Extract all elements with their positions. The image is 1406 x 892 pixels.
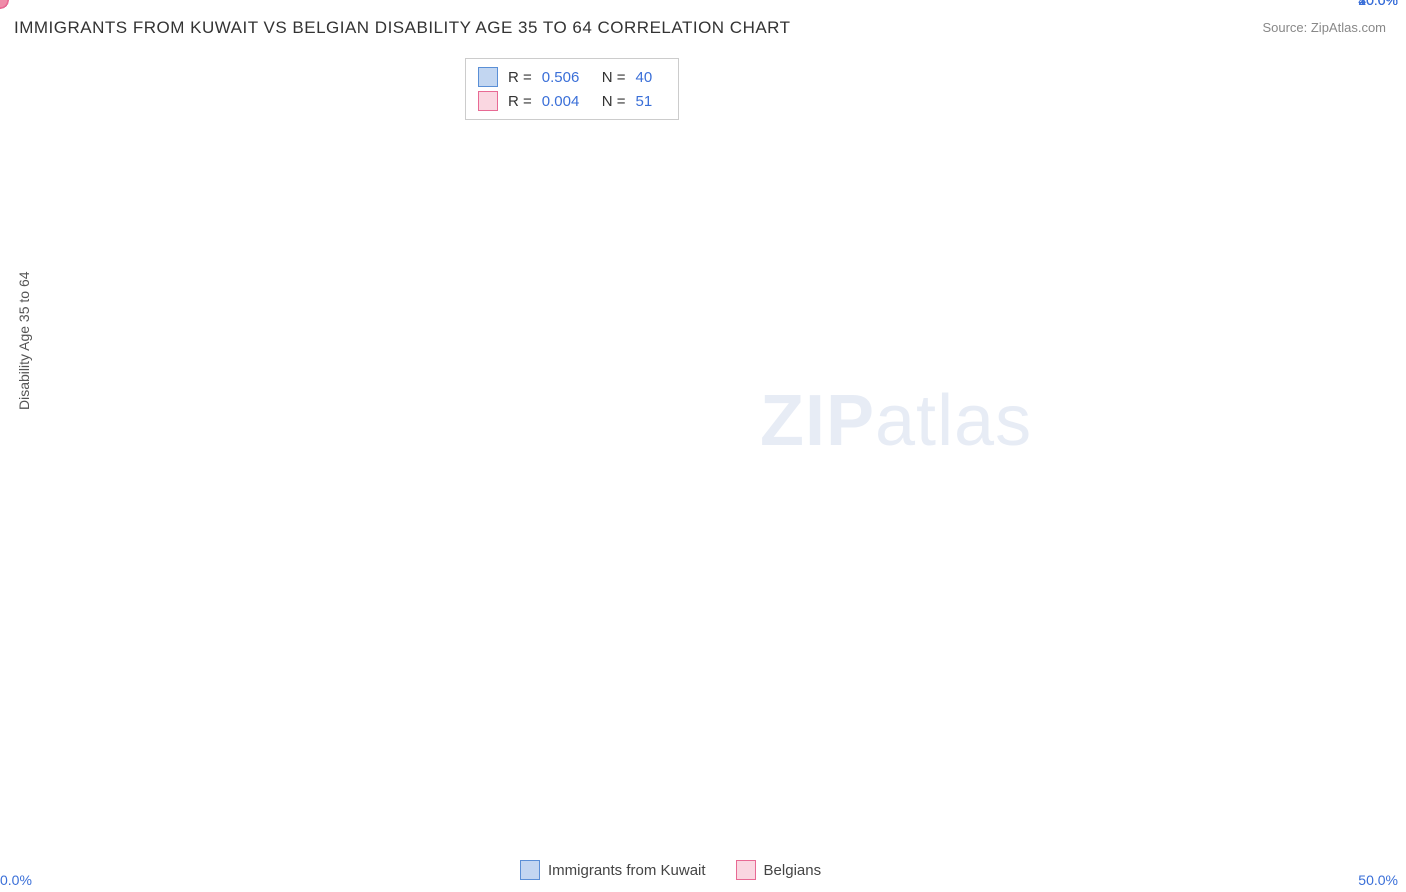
legend-swatch [478,67,498,87]
legend-row: R = 0.506 N = 40 [478,65,666,89]
legend-n-value: 51 [636,93,666,110]
legend-item: Immigrants from Kuwait [520,860,706,880]
legend-r-value: 0.506 [542,69,592,86]
legend-r-value: 0.004 [542,93,592,110]
legend-n-value: 40 [636,69,666,86]
legend-series-name: Immigrants from Kuwait [548,862,706,879]
legend-swatch [736,860,756,880]
legend-r-label: R = [508,69,532,86]
legend-swatch [520,860,540,880]
correlation-legend: R = 0.506 N = 40 R = 0.004 N = 51 [465,58,679,120]
x-axis-tick-max: 50.0% [1358,872,1398,888]
legend-series-name: Belgians [764,862,822,879]
legend-row: R = 0.004 N = 51 [478,89,666,113]
y-axis-tick: 40.0% [1358,0,1398,8]
legend-n-label: N = [602,69,626,86]
legend-n-label: N = [602,93,626,110]
legend-item: Belgians [736,860,822,880]
x-axis-tick-min: 0.0% [0,872,32,888]
legend-r-label: R = [508,93,532,110]
legend-swatch [478,91,498,111]
correlation-scatter-chart [0,0,1406,892]
series-legend: Immigrants from Kuwait Belgians [520,860,821,880]
